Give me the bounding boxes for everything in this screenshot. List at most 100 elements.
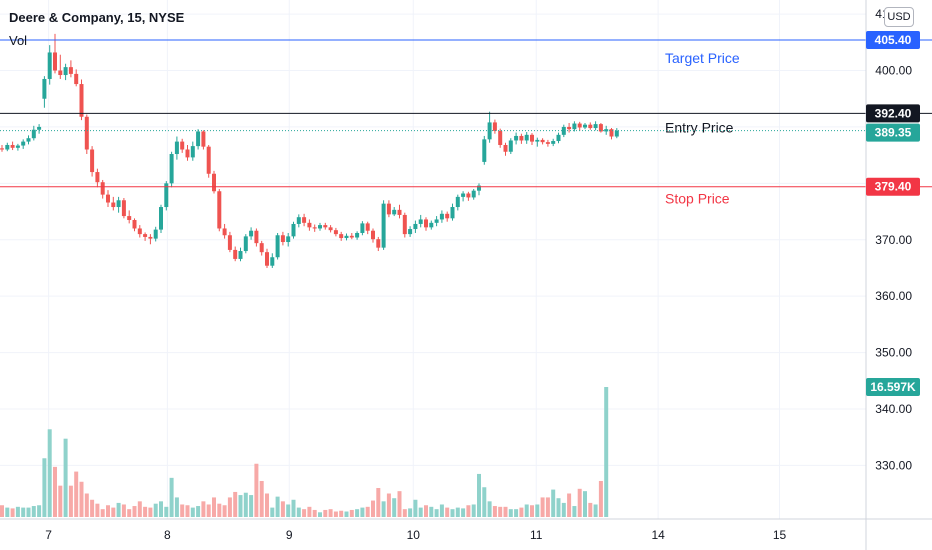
candle-body (445, 213, 450, 219)
candle-body (222, 228, 227, 236)
volume-bar (15, 506, 20, 517)
volume-bar (471, 504, 476, 517)
candle-body (429, 222, 434, 228)
volume-bar (583, 491, 587, 517)
volume-bar (0, 505, 4, 517)
candle-body (498, 130, 503, 145)
price-tick-label: 360.00 (875, 289, 912, 303)
volume-bar (349, 509, 354, 517)
candle-body (381, 203, 386, 248)
candle-body (132, 220, 137, 229)
volume-bar (286, 504, 291, 517)
candle-body (265, 252, 269, 266)
volume-bar (344, 511, 349, 517)
candle-body (413, 223, 418, 230)
candle-body (185, 149, 190, 158)
volume-bar (561, 502, 566, 517)
badge-entry-price-bg (866, 104, 920, 123)
price-tick-label: 340.00 (875, 402, 912, 416)
candle-body (482, 139, 487, 162)
volume-bar (524, 504, 529, 517)
candle-body (79, 84, 84, 117)
volume-bar (588, 502, 593, 517)
time-tick-label: 8 (164, 528, 171, 542)
candle-body (567, 126, 572, 130)
candle-body (169, 154, 174, 184)
candle-body (355, 232, 360, 238)
volume-bar (201, 501, 206, 517)
candle-body (74, 73, 79, 85)
volume-bar (307, 506, 312, 517)
volume-bar (567, 493, 572, 517)
candle-body (508, 140, 513, 152)
volume-bar (593, 504, 598, 517)
candle-body (514, 135, 519, 141)
candle-body (148, 236, 153, 239)
candle-body (503, 144, 508, 152)
candle-body (439, 213, 444, 220)
volume-bar (296, 507, 301, 517)
time-tick-label: 7 (45, 528, 52, 542)
currency-button[interactable]: USD (884, 7, 914, 27)
volume-bar (164, 506, 169, 517)
volume-bar (487, 501, 492, 517)
volume-indicator-label[interactable]: Vol (9, 33, 28, 48)
volume-bar (535, 504, 540, 517)
candle-body (106, 194, 110, 203)
candle-body (180, 141, 185, 150)
candle-body (614, 130, 619, 137)
candle-body (371, 230, 375, 240)
volume-bar (68, 485, 73, 517)
volume-bar (604, 387, 609, 517)
volume-bar (514, 509, 519, 517)
volume-bar (169, 477, 174, 517)
volume-bar (275, 496, 280, 517)
candle-body (174, 141, 179, 155)
volume-bar (90, 499, 95, 517)
volume-bar (450, 509, 455, 517)
volume-bar (111, 507, 116, 517)
candle-body (530, 134, 534, 142)
candle-body (418, 219, 423, 224)
volume-bar (598, 480, 603, 517)
volume-bar (503, 506, 508, 517)
symbol-title: Deere & Company, 15, NYSE (9, 10, 185, 25)
volume-bar (222, 505, 227, 517)
volume-bar (280, 501, 285, 517)
candle-body (349, 235, 354, 238)
badge-last-price: 389.35 (875, 126, 912, 140)
level-label-entry-price: Entry Price (665, 119, 734, 135)
volume-bar (556, 498, 561, 517)
candle-body (328, 227, 333, 231)
badge-last-volume: 16.597K (870, 380, 916, 394)
volume-bar (577, 488, 582, 517)
candle-body (26, 138, 31, 142)
volume-bar (312, 509, 317, 517)
volume-bar (233, 491, 238, 517)
candle-body (95, 172, 100, 183)
candle-body (609, 129, 614, 137)
candle-body (275, 235, 280, 258)
candle-body (397, 209, 402, 215)
volume-bar (47, 429, 52, 517)
candle-body (333, 230, 338, 235)
volume-bar (477, 473, 481, 517)
volume-bar (540, 497, 545, 517)
candle-body (58, 70, 63, 76)
candle-body (5, 144, 10, 150)
volume-bar (302, 509, 307, 517)
volume-bar (137, 501, 142, 517)
candle-body (323, 225, 328, 228)
candle-body (116, 200, 121, 208)
volume-bar (508, 509, 513, 517)
candle-body (386, 203, 391, 215)
volume-bar (21, 507, 26, 517)
candle-body (540, 139, 545, 143)
volume-bar (270, 507, 275, 517)
time-tick-label: 14 (651, 528, 665, 542)
volume-bar (572, 506, 577, 517)
price-tick-label: 330.00 (875, 458, 912, 472)
time-tick-label: 10 (407, 528, 421, 542)
candle-body (47, 52, 52, 79)
